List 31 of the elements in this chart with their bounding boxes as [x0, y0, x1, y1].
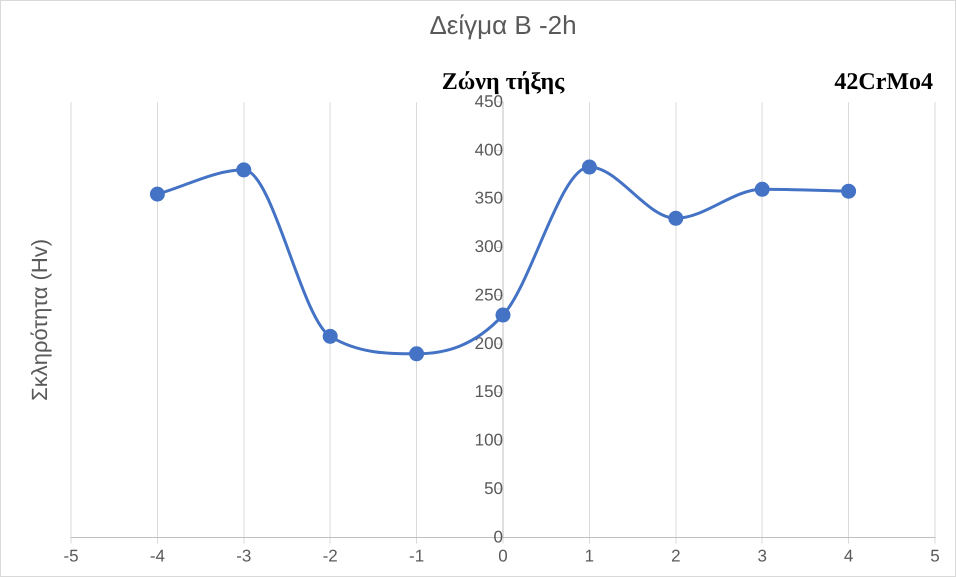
point [582, 160, 597, 175]
y-tick-label: 100 [474, 430, 503, 450]
point [150, 186, 165, 202]
x-tick-label: 4 [844, 546, 854, 566]
chart-title: Δείγμα Β -2h [429, 10, 577, 40]
point [322, 328, 338, 344]
point [496, 308, 510, 323]
point [754, 182, 770, 197]
y-tick-label: 0 [494, 527, 503, 546]
x-tick-label: -3 [236, 546, 252, 566]
point [668, 210, 684, 226]
y-tick-label: 50 [484, 478, 503, 498]
y-tick-label: 150 [474, 382, 503, 402]
x-tick-label: -4 [150, 546, 165, 566]
x-tick-label: -2 [322, 546, 338, 566]
y-tick-label: 200 [474, 334, 503, 353]
x-tick-label: -1 [409, 546, 424, 566]
x-tick-label: 2 [671, 546, 681, 566]
point [409, 346, 424, 362]
x-tick-label: 5 [930, 546, 940, 566]
point [236, 162, 252, 178]
x-tick-label: 1 [584, 546, 594, 566]
y-tick-label: 250 [474, 285, 503, 304]
y-tick-label: 300 [474, 237, 503, 256]
y-axis-title: Σκληρότητα (Hv) [27, 238, 52, 401]
y-tick-label: 400 [474, 140, 503, 160]
point [841, 184, 856, 199]
x-tick-label: -5 [63, 546, 79, 566]
x-tick-label: 3 [757, 546, 767, 566]
y-tick-label: 350 [474, 188, 503, 208]
text: 42CrMo4 [834, 69, 933, 96]
